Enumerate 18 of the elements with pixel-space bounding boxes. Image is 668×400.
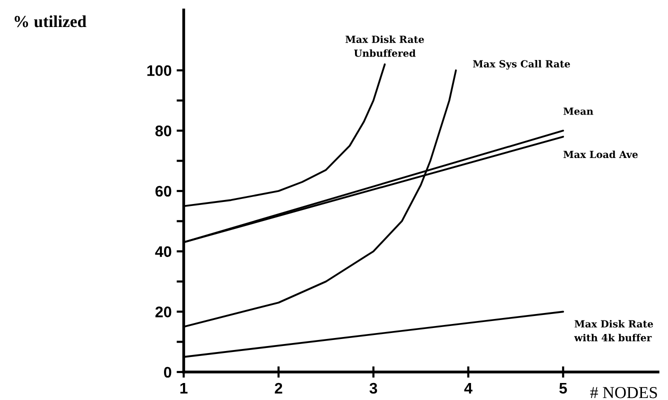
x-axis-title: # NODES bbox=[590, 387, 657, 398]
series-label: Max Disk Rate with 4k buffer bbox=[574, 320, 654, 342]
x-tick-label: 5 bbox=[559, 382, 567, 394]
x-tick-label: 2 bbox=[274, 382, 282, 394]
series-label: Mean bbox=[564, 108, 594, 115]
y-tick-label: 40 bbox=[155, 246, 172, 258]
y-tick-label: 60 bbox=[155, 186, 172, 197]
series-label: Max Sys Call Rate bbox=[473, 60, 570, 70]
series-label: Max Disk Rate Unbuffered bbox=[346, 35, 424, 57]
y-tick-label: 20 bbox=[155, 306, 172, 318]
y-axis-title: % utilized bbox=[14, 15, 86, 28]
x-tick-label: 1 bbox=[180, 382, 188, 394]
y-tick-label: 100 bbox=[147, 65, 172, 76]
series-label: Max Load Ave bbox=[564, 150, 638, 158]
x-tick-label: 3 bbox=[370, 382, 378, 394]
y-tick-label: 80 bbox=[155, 126, 172, 136]
x-tick-label: 4 bbox=[464, 382, 472, 394]
y-tick-label: 0 bbox=[164, 366, 172, 378]
